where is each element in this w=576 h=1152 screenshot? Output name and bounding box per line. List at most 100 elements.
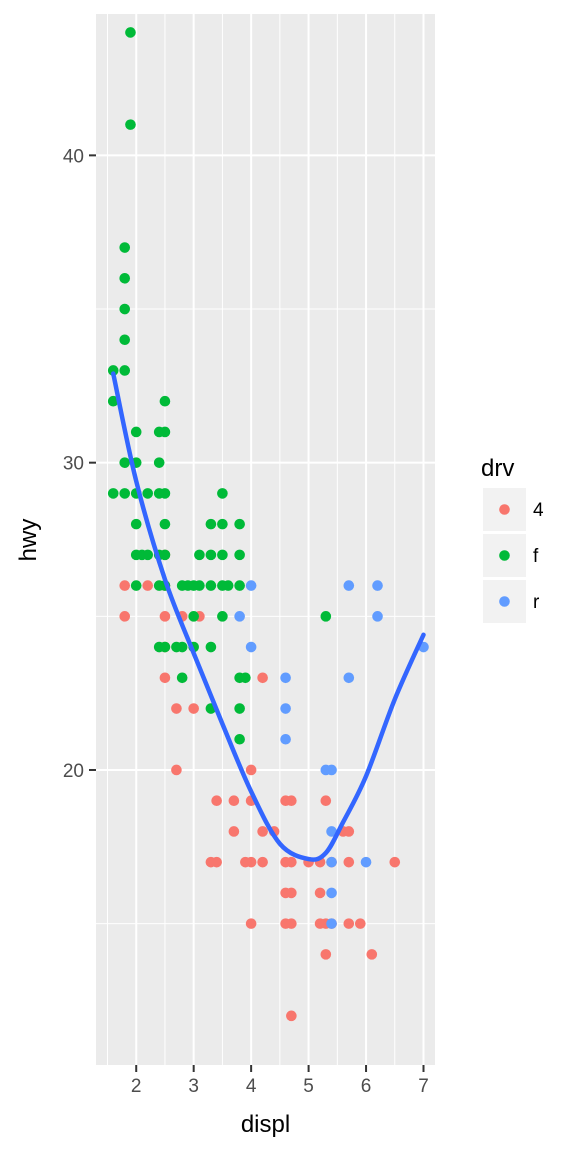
data-point-4 xyxy=(246,918,257,929)
data-point-f xyxy=(131,580,142,591)
data-point-4 xyxy=(119,611,130,622)
y-tick-label: 30 xyxy=(63,454,84,475)
data-point-4 xyxy=(286,795,297,806)
data-point-4 xyxy=(366,949,377,960)
data-point-r xyxy=(246,642,257,653)
x-tick-label: 6 xyxy=(361,1076,372,1097)
data-point-4 xyxy=(257,857,268,868)
data-point-f xyxy=(217,519,228,530)
data-point-f xyxy=(160,519,171,530)
data-point-f xyxy=(119,334,130,345)
data-point-f xyxy=(321,611,332,622)
data-point-f xyxy=(234,550,245,561)
data-point-4 xyxy=(389,857,400,868)
data-point-f xyxy=(125,27,136,38)
data-point-f xyxy=(119,242,130,253)
legend-key-point xyxy=(499,550,510,561)
data-point-4 xyxy=(211,795,222,806)
data-point-4 xyxy=(211,857,222,868)
y-tick-label: 40 xyxy=(63,146,84,167)
data-point-f xyxy=(194,550,205,561)
data-point-4 xyxy=(315,888,326,899)
x-tick-label: 7 xyxy=(418,1076,429,1097)
data-point-r xyxy=(280,734,291,745)
legend-key-point xyxy=(499,596,510,607)
data-point-4 xyxy=(257,826,268,837)
data-point-4 xyxy=(344,918,355,929)
data-point-4 xyxy=(344,826,355,837)
data-point-4 xyxy=(142,580,153,591)
data-point-4 xyxy=(229,826,240,837)
data-point-f xyxy=(234,580,245,591)
data-point-f xyxy=(142,550,153,561)
data-point-r xyxy=(344,580,355,591)
x-axis: 2 3 4 5 6 7 xyxy=(131,1065,429,1097)
data-point-4 xyxy=(119,580,130,591)
data-point-4 xyxy=(286,918,297,929)
data-point-f xyxy=(206,580,217,591)
data-point-f xyxy=(119,457,130,468)
data-point-r xyxy=(234,611,245,622)
data-point-4 xyxy=(160,611,171,622)
data-point-r xyxy=(361,857,372,868)
data-point-f xyxy=(160,550,171,561)
data-point-f xyxy=(131,519,142,530)
data-point-4 xyxy=(321,949,332,960)
legend-label: r xyxy=(533,592,540,613)
data-point-f xyxy=(206,519,217,530)
data-point-4 xyxy=(321,795,332,806)
data-point-f xyxy=(119,488,130,499)
data-point-4 xyxy=(286,888,297,899)
data-point-4 xyxy=(171,703,182,714)
legend-label: 4 xyxy=(533,500,544,521)
data-point-4 xyxy=(229,795,240,806)
data-point-f xyxy=(234,519,245,530)
data-point-f xyxy=(108,488,119,499)
data-point-f xyxy=(160,642,171,653)
data-point-f xyxy=(177,672,188,683)
data-point-f xyxy=(217,488,228,499)
data-point-f xyxy=(119,273,130,284)
data-point-f xyxy=(234,734,245,745)
data-point-4 xyxy=(355,918,366,929)
y-axis: 20 30 40 xyxy=(63,146,96,782)
data-point-r xyxy=(246,580,257,591)
data-point-f xyxy=(160,396,171,407)
data-point-r xyxy=(326,765,337,776)
legend-label: f xyxy=(533,546,539,567)
data-point-4 xyxy=(344,857,355,868)
data-point-f xyxy=(154,457,165,468)
data-point-r xyxy=(280,672,291,683)
legend-key-point xyxy=(499,504,510,515)
data-point-4 xyxy=(246,765,257,776)
data-point-f xyxy=(119,304,130,315)
legend: drv 4 f r xyxy=(481,455,544,623)
data-point-f xyxy=(217,611,228,622)
data-point-4 xyxy=(188,703,199,714)
data-point-4 xyxy=(286,857,297,868)
data-point-f xyxy=(206,550,217,561)
x-tick-label: 5 xyxy=(303,1076,314,1097)
x-tick-label: 3 xyxy=(188,1076,199,1097)
data-point-f xyxy=(206,642,217,653)
plot-panel xyxy=(96,14,435,1065)
data-point-f xyxy=(234,703,245,714)
data-point-r xyxy=(326,918,337,929)
data-point-f xyxy=(160,488,171,499)
x-axis-title: displ xyxy=(241,1111,290,1138)
y-tick-label: 20 xyxy=(63,761,84,782)
data-point-r xyxy=(372,611,383,622)
data-point-f xyxy=(177,642,188,653)
data-point-4 xyxy=(160,672,171,683)
data-point-r xyxy=(326,857,337,868)
data-point-f xyxy=(160,427,171,438)
data-point-4 xyxy=(286,1011,297,1022)
data-point-f xyxy=(217,550,228,561)
y-axis-title: hwy xyxy=(15,519,42,562)
data-point-f xyxy=(188,611,199,622)
data-point-f xyxy=(125,119,136,130)
data-point-r xyxy=(372,580,383,591)
data-point-r xyxy=(344,672,355,683)
data-point-f xyxy=(119,365,130,376)
